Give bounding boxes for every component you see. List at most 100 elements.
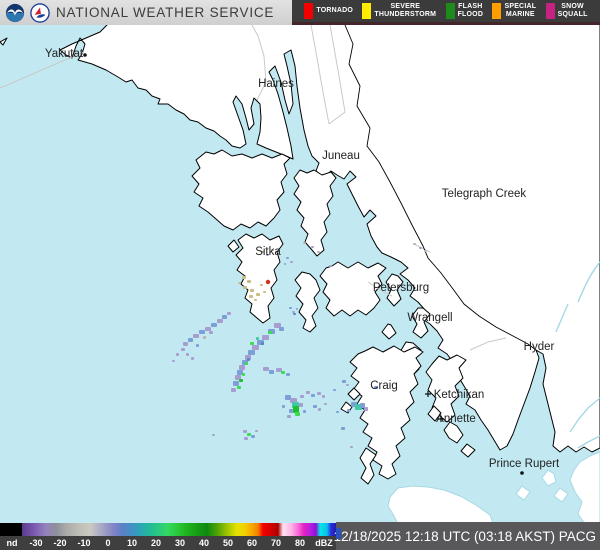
colorbar-tick: 20 — [150, 538, 161, 548]
colorbar-tick: 50 — [222, 538, 233, 548]
radar-echo-cell — [293, 406, 299, 413]
radar-echo-cell — [237, 386, 241, 389]
place-label: Prince Rupert — [489, 458, 560, 470]
radar-echo-cell — [211, 323, 217, 327]
island-duke — [460, 443, 476, 458]
radar-echo-cell — [317, 392, 321, 395]
radar-echo-cell — [199, 330, 205, 334]
warning-swatch — [362, 3, 372, 19]
radar-echo-cell — [374, 386, 378, 389]
radar-echo-cell — [212, 434, 215, 436]
international-border — [344, 24, 537, 351]
radar-echo-cell — [276, 368, 282, 372]
radar-echo-cell — [324, 403, 327, 405]
zone-boundary — [310, 24, 330, 125]
radar-echo-cell — [318, 408, 321, 411]
radar-echo-cell — [300, 395, 304, 398]
warning-swatch — [445, 3, 455, 19]
radar-echo-cell — [243, 430, 247, 433]
radar-echo-cell — [222, 315, 227, 319]
warning-label: TORNADO — [316, 6, 354, 14]
canada-island-dundas — [515, 485, 531, 501]
radar-echo-cell — [242, 276, 246, 279]
radar-echo-cell — [341, 427, 345, 430]
island-admiralty — [293, 169, 337, 257]
radar-echo-cell — [188, 338, 193, 342]
zone-boundary — [328, 24, 346, 125]
radar-echo-cell — [263, 291, 266, 293]
radar-echo-cell — [329, 265, 332, 267]
radar-echo-cell — [235, 375, 241, 380]
colorbar-tick: 70 — [270, 538, 281, 548]
radar-echo-cell — [193, 334, 199, 338]
place-label: Craig — [370, 380, 397, 392]
radar-echo-cell — [284, 263, 286, 265]
radar-echo-cell — [290, 398, 297, 403]
noaa-logo — [5, 3, 25, 22]
radar-echo-cell — [287, 415, 291, 418]
warning-label: FLASH FLOOD — [457, 2, 484, 18]
river — [569, 397, 600, 433]
radar-echo-cell — [303, 410, 306, 413]
river — [577, 261, 600, 303]
radar-echo-cell — [247, 358, 250, 361]
island-chichagof — [191, 149, 291, 231]
colorbar-tick: 60 — [246, 538, 257, 548]
radar-echo-cell — [239, 365, 245, 370]
radar-echo-cell — [255, 430, 258, 432]
radar-echo-cell — [271, 249, 274, 251]
place-label: Hyder — [524, 341, 555, 353]
colorbar-ticks: nd -30 -20 -10 0 10 20 30 40 50 60 70 80 dBZ — [0, 536, 336, 550]
nws-logo — [30, 2, 50, 23]
zone-boundary — [0, 51, 85, 89]
radar-echo-cell — [196, 344, 199, 347]
radar-echo-cell — [186, 353, 189, 356]
radar-echo-cell — [306, 391, 310, 394]
radar-echo-cell — [172, 360, 175, 362]
island-prince-of-wales — [349, 345, 424, 480]
radar-echo-cell — [254, 299, 257, 301]
zone-boundary — [469, 337, 507, 351]
warning-swatch — [492, 3, 502, 19]
radar-echo-cell — [347, 409, 350, 412]
island-kupreanof — [319, 261, 387, 317]
radar-echo-cell — [248, 350, 255, 355]
warning-label: SEVERE THUNDERSTORM — [374, 2, 437, 18]
radar-echo-cell — [269, 370, 274, 374]
radar-echo-cell — [342, 380, 346, 383]
canada-island-digby — [553, 487, 569, 503]
radar-echo-cell — [227, 312, 231, 315]
place-marker-plus-icon — [425, 391, 431, 397]
radar-echo-cell — [350, 446, 353, 448]
colorbar-tick: -30 — [29, 538, 43, 548]
radar-echo-cell — [290, 261, 293, 263]
warning-label: SNOW SQUALL — [557, 2, 588, 18]
place-label: Annette — [436, 413, 476, 425]
place-label: Yakutat — [45, 48, 84, 60]
island-dall — [359, 447, 377, 485]
timestamp-text: 12/18/2025 12:18 UTC (03:18 AKST) PACG — [333, 528, 596, 544]
river — [577, 435, 600, 449]
radar-echo-cell — [279, 327, 284, 331]
radar-echo-cell — [336, 411, 339, 413]
radar-echo-cell — [233, 381, 239, 386]
place-label: Sitka — [255, 246, 281, 258]
colorbar-tick: 40 — [198, 538, 209, 548]
colorbar-tick: -10 — [77, 538, 91, 548]
radar-echo-cell — [209, 331, 213, 334]
radar-echo-cell — [289, 307, 292, 309]
radar-echo-cell — [313, 405, 317, 408]
header-bar: NATIONAL WEATHER SERVICE TORNADO SEVERE T… — [0, 0, 600, 25]
radar-echo-cell — [322, 395, 325, 398]
radar-echo-cell — [260, 284, 263, 286]
place-marker-plus-icon — [438, 416, 444, 422]
radar-echo-cell — [266, 254, 269, 256]
radar-echo-cell — [286, 257, 289, 259]
radar-echo-cell — [311, 246, 314, 248]
radar-echo-cell — [424, 250, 427, 252]
island-baker — [347, 387, 361, 401]
island-gravina — [427, 405, 442, 422]
warning-legend: TORNADO SEVERE THUNDERSTORM FLASH FLOOD SPE… — [292, 0, 600, 25]
radar-echo-layer — [172, 242, 427, 448]
